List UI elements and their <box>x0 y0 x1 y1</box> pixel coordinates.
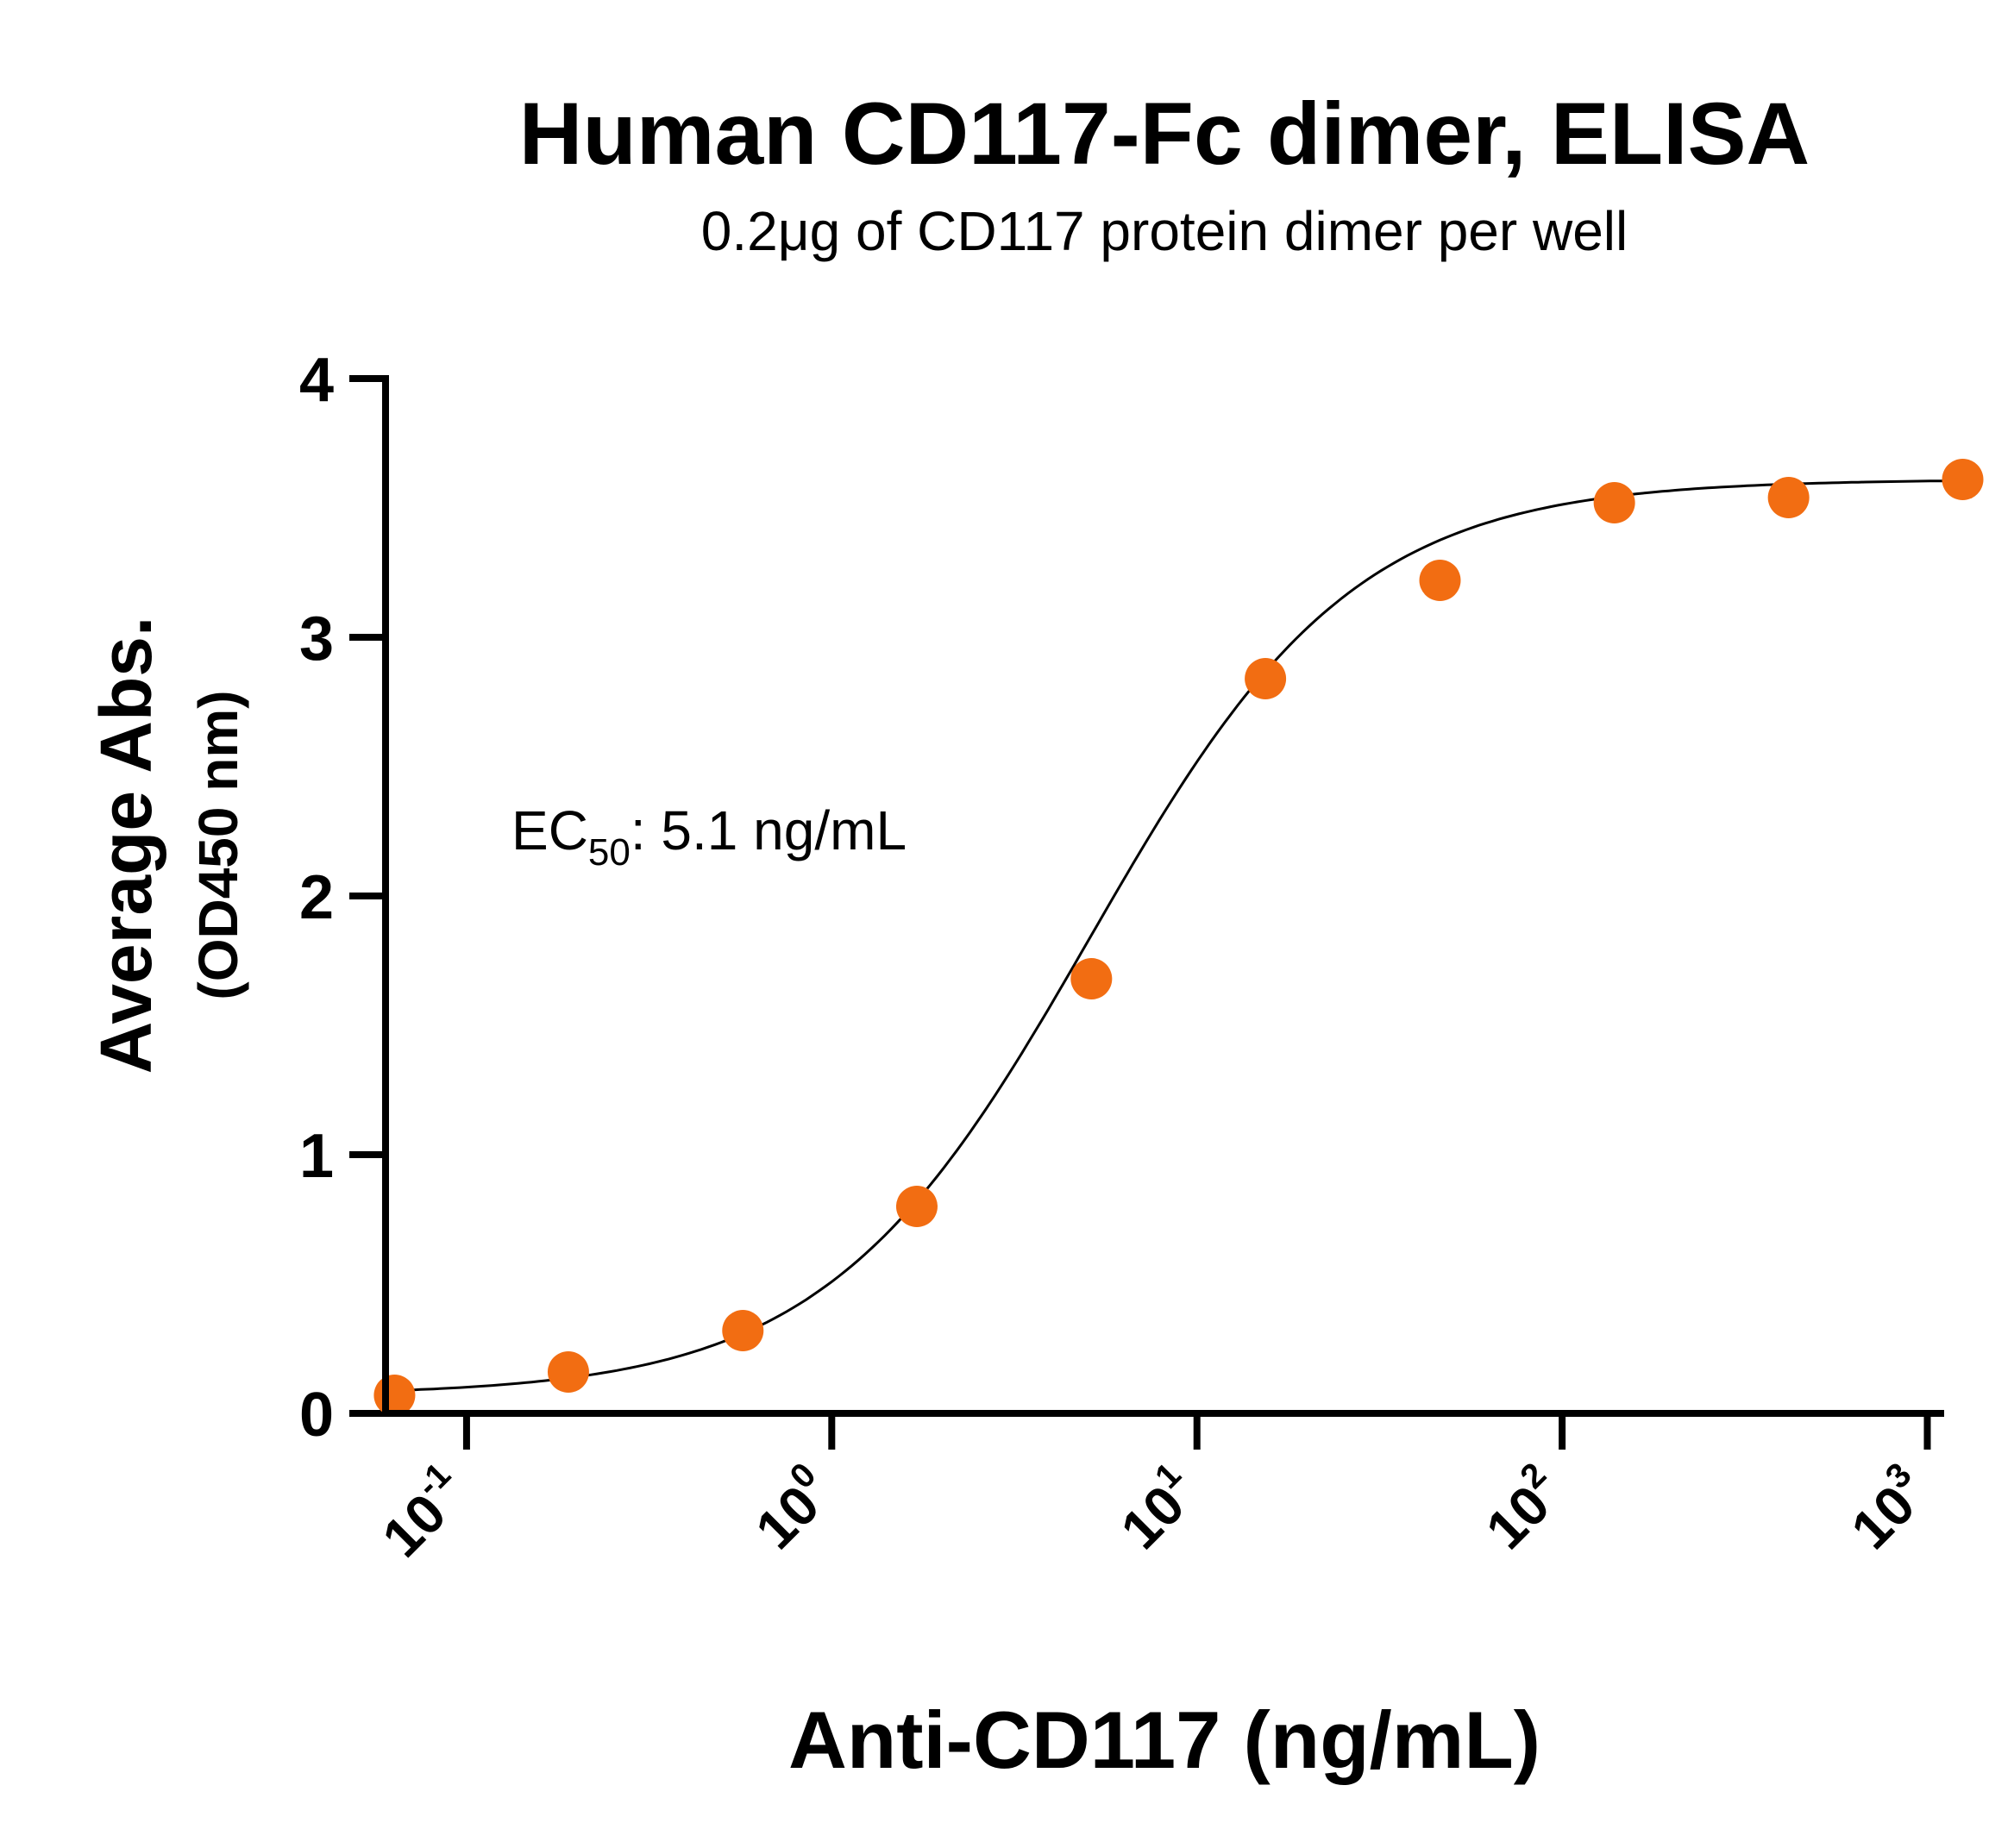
x-tick-label: 103 <box>1835 1456 1940 1561</box>
ec50-annotation: EC50: 5.1 ng/mL <box>511 799 907 874</box>
y-tick-label: 1 <box>299 1122 334 1191</box>
x-tick-label: 10-1 <box>366 1456 479 1569</box>
chart-title: Human CD117-Fc dimer, ELISA <box>519 85 1810 183</box>
y-tick-label: 3 <box>299 605 334 673</box>
x-axis-label: Anti-CD117 (ng/mL) <box>788 1695 1540 1785</box>
y-axis-ticks: 0 1 2 3 4 <box>299 346 386 1450</box>
y-axis-label: Average Abs. <box>85 617 166 1074</box>
x-tick-label: 100 <box>739 1456 844 1561</box>
data-point <box>722 1310 764 1351</box>
data-points <box>373 459 1984 1416</box>
data-point <box>547 1351 589 1393</box>
chart-subtitle: 0.2μg of CD117 protein dimer per well <box>701 200 1628 262</box>
fit-curve <box>394 479 1963 1392</box>
y-tick-label: 2 <box>299 863 334 932</box>
data-point <box>1942 459 1984 500</box>
ec50-subscript: 50 <box>588 831 631 874</box>
data-point <box>1593 482 1635 523</box>
data-point <box>1070 958 1113 999</box>
y-tick-label: 0 <box>299 1381 334 1450</box>
x-tick-label: 102 <box>1470 1456 1575 1561</box>
data-point <box>1245 658 1287 699</box>
data-point <box>1419 560 1461 601</box>
data-point <box>373 1375 416 1416</box>
ec50-prefix: EC <box>511 799 588 861</box>
ec50-value: : 5.1 ng/mL <box>631 799 907 861</box>
axes <box>382 375 1944 1417</box>
y-axis-title: Average Abs. (OD450 nm) <box>85 617 249 1074</box>
y-axis-unit-label: (OD450 nm) <box>187 690 249 999</box>
y-tick-label: 4 <box>299 346 334 415</box>
x-tick-label: 101 <box>1105 1456 1210 1561</box>
x-axis-ticks: 10-1 100 101 102 103 <box>366 1413 1940 1569</box>
data-point <box>895 1186 938 1227</box>
data-point <box>1767 477 1810 518</box>
